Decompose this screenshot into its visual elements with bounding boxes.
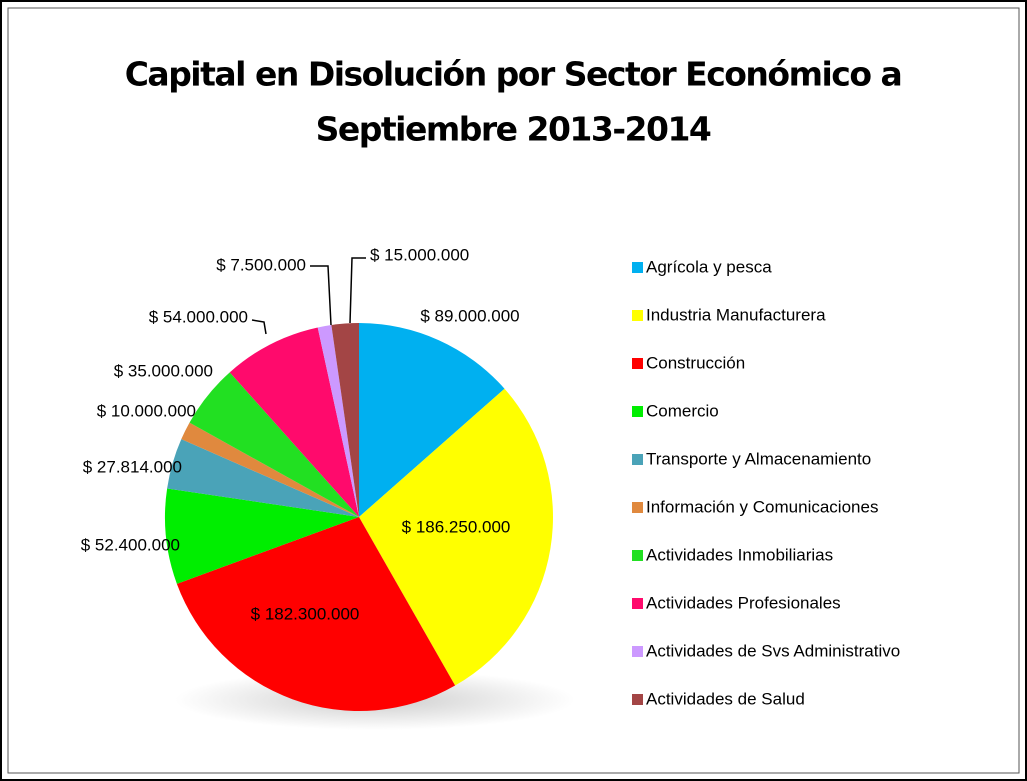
legend-label: Actividades Profesionales <box>646 593 841 612</box>
legend-label: Industria Manufacturera <box>646 305 826 324</box>
pie-slice <box>189 372 359 517</box>
pie-slice <box>229 327 359 517</box>
legend-swatch <box>632 646 643 657</box>
pie-slice <box>181 422 359 517</box>
data-label: $ 186.250.000 <box>402 517 511 536</box>
leader-line <box>310 265 332 326</box>
data-label: $ 54.000.000 <box>149 307 248 326</box>
pie-slice <box>317 324 359 517</box>
legend-swatch <box>632 550 643 561</box>
legend-label: Comercio <box>646 401 719 420</box>
legend-label: Actividades Inmobiliarias <box>646 545 833 564</box>
legend-swatch <box>632 694 643 705</box>
data-label: $ 7.500.000 <box>216 255 306 274</box>
data-label: $ 52.400.000 <box>81 535 180 554</box>
legend-label: Agrícola y pesca <box>646 257 772 276</box>
chart-frame <box>7 7 1020 774</box>
chart-title: Capital en Disolución por Sector Económi… <box>125 55 902 94</box>
data-label: $ 27.814.000 <box>83 457 182 476</box>
data-label: $ 35.000.000 <box>114 361 213 380</box>
legend-label: Información y Comunicaciones <box>646 497 878 516</box>
data-label: $ 182.300.000 <box>251 604 360 623</box>
legend-swatch <box>632 310 643 321</box>
legend-swatch <box>632 358 643 369</box>
pie-slice <box>359 323 505 517</box>
pie-slice <box>331 323 359 517</box>
pie-slice <box>167 439 359 517</box>
legend-label: Construcción <box>646 353 745 372</box>
pie-slice <box>176 517 456 711</box>
leader-line <box>251 319 267 335</box>
legend-swatch <box>632 502 643 513</box>
chart-title: Septiembre 2013-2014 <box>316 110 711 149</box>
pie-slice <box>165 488 359 584</box>
data-label: $ 15.000.000 <box>370 245 469 264</box>
data-label: $ 89.000.000 <box>420 306 519 325</box>
legend-label: Actividades de Svs Administrativo <box>646 641 900 660</box>
legend-label: Actividades de Salud <box>646 689 805 708</box>
pie-slice <box>359 388 553 686</box>
legend-label: Transporte y Almacenamiento <box>646 449 871 468</box>
legend-swatch <box>632 454 643 465</box>
leader-line <box>349 257 366 324</box>
legend-swatch <box>632 406 643 417</box>
legend-swatch <box>632 262 643 273</box>
legend-swatch <box>632 598 643 609</box>
data-label: $ 10.000.000 <box>97 401 196 420</box>
